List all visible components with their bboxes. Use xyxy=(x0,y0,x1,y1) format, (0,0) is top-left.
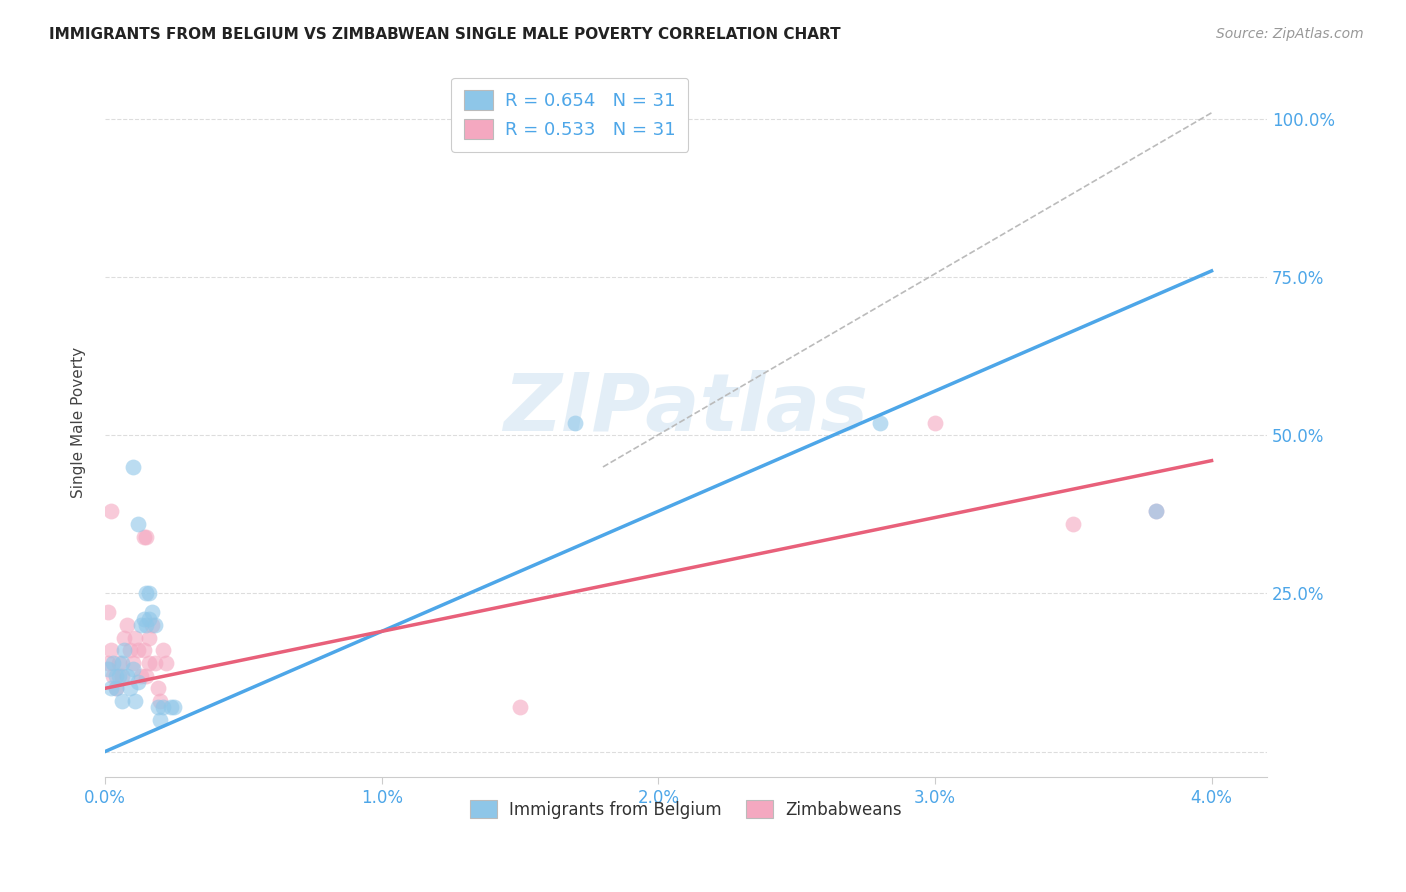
Point xyxy=(146,681,169,696)
Point xyxy=(1062,516,1084,531)
Point xyxy=(138,656,160,670)
Point xyxy=(135,529,157,543)
Point xyxy=(121,662,143,676)
Point xyxy=(152,643,174,657)
Point xyxy=(129,668,152,682)
Point xyxy=(152,700,174,714)
Point xyxy=(121,656,143,670)
Point xyxy=(869,416,891,430)
Point xyxy=(105,681,128,696)
Point xyxy=(127,675,149,690)
Legend: Immigrants from Belgium, Zimbabweans: Immigrants from Belgium, Zimbabweans xyxy=(464,793,908,825)
Point xyxy=(124,631,146,645)
Point xyxy=(135,668,157,682)
Point xyxy=(100,643,122,657)
Point xyxy=(110,694,132,708)
Point xyxy=(127,643,149,657)
Point xyxy=(97,606,120,620)
Point xyxy=(146,700,169,714)
Point xyxy=(97,656,120,670)
Point xyxy=(1144,504,1167,518)
Point xyxy=(924,416,946,430)
Point xyxy=(155,656,177,670)
Point xyxy=(110,656,132,670)
Text: Source: ZipAtlas.com: Source: ZipAtlas.com xyxy=(1216,27,1364,41)
Point xyxy=(132,529,155,543)
Point xyxy=(138,631,160,645)
Point xyxy=(100,681,122,696)
Text: ZIPatlas: ZIPatlas xyxy=(503,369,869,448)
Point xyxy=(127,516,149,531)
Point xyxy=(141,606,163,620)
Text: IMMIGRANTS FROM BELGIUM VS ZIMBABWEAN SINGLE MALE POVERTY CORRELATION CHART: IMMIGRANTS FROM BELGIUM VS ZIMBABWEAN SI… xyxy=(49,27,841,42)
Point xyxy=(138,586,160,600)
Point xyxy=(143,618,166,632)
Point xyxy=(143,656,166,670)
Point xyxy=(103,668,125,682)
Point xyxy=(105,668,128,682)
Point xyxy=(129,618,152,632)
Point xyxy=(118,681,141,696)
Point xyxy=(110,668,132,682)
Point xyxy=(112,643,135,657)
Point xyxy=(108,668,131,682)
Y-axis label: Single Male Poverty: Single Male Poverty xyxy=(72,347,86,499)
Point xyxy=(149,694,172,708)
Point xyxy=(105,681,128,696)
Point xyxy=(121,460,143,475)
Point xyxy=(132,643,155,657)
Point xyxy=(135,586,157,600)
Point xyxy=(124,694,146,708)
Point xyxy=(509,700,531,714)
Point xyxy=(149,713,172,727)
Point xyxy=(112,631,135,645)
Point xyxy=(97,662,120,676)
Point xyxy=(564,416,586,430)
Point xyxy=(138,612,160,626)
Point xyxy=(163,700,186,714)
Point xyxy=(135,618,157,632)
Point xyxy=(118,643,141,657)
Point xyxy=(108,656,131,670)
Point xyxy=(103,656,125,670)
Point xyxy=(1144,504,1167,518)
Point xyxy=(100,504,122,518)
Point xyxy=(141,618,163,632)
Point xyxy=(160,700,183,714)
Point xyxy=(115,618,138,632)
Point xyxy=(115,668,138,682)
Point xyxy=(132,612,155,626)
